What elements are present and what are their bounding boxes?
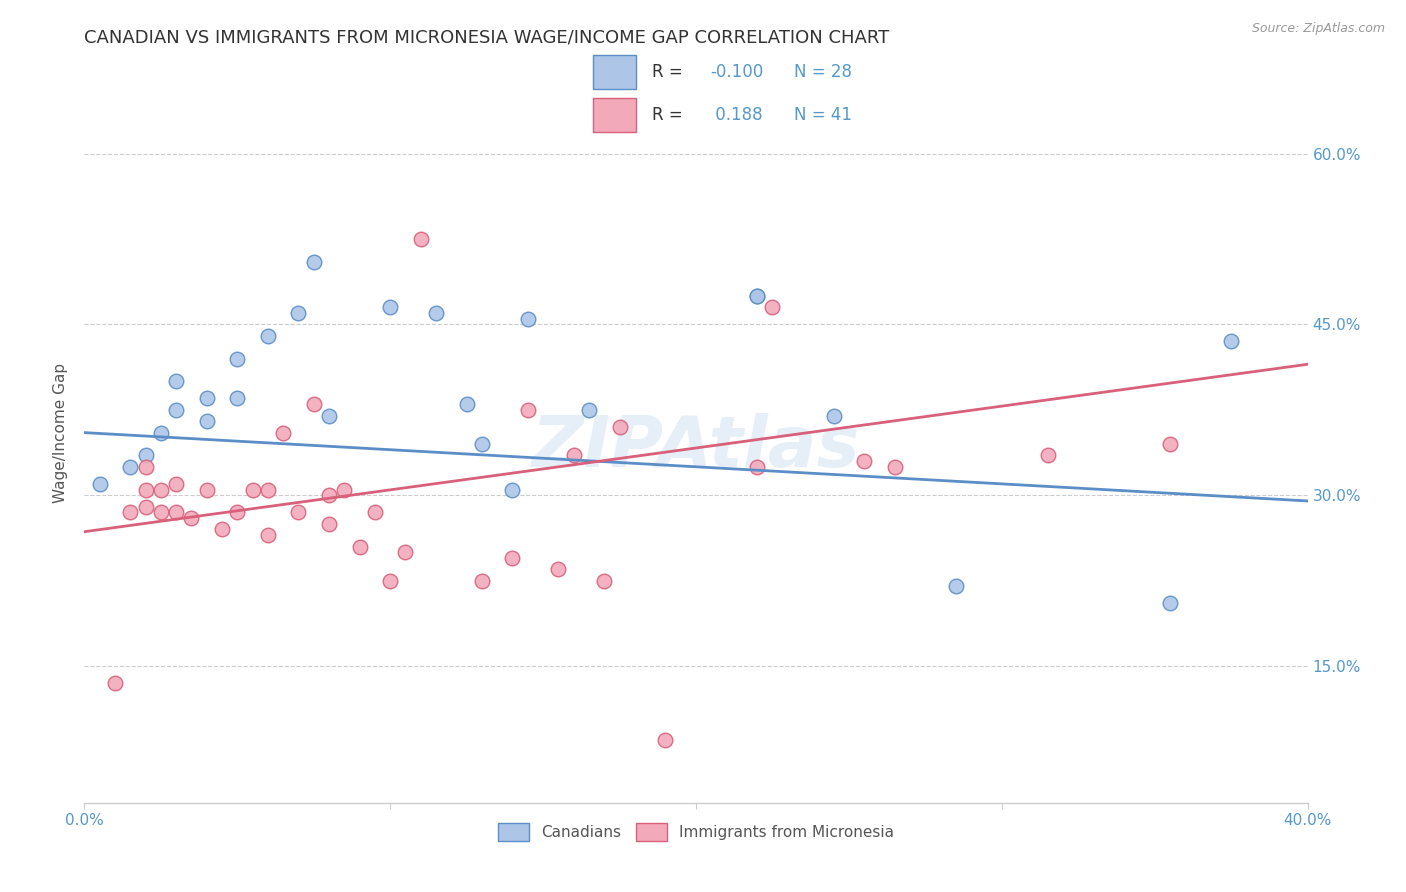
Point [1036,449,1059,463]
Point [195,392,218,406]
Point [425,306,447,320]
Point [593,574,616,588]
Point [226,392,249,406]
Point [271,425,294,440]
Legend: Canadians, Immigrants from Micronesia: Canadians, Immigrants from Micronesia [492,817,900,847]
Point [609,420,631,434]
Text: R =: R = [651,63,682,81]
Point [409,232,432,246]
Point [257,528,280,542]
Text: Source: ZipAtlas.com: Source: ZipAtlas.com [1251,22,1385,36]
Text: ZIPAtlas: ZIPAtlas [531,413,860,482]
Point [180,511,202,525]
Point [287,306,309,320]
Point [471,574,494,588]
Point [195,414,218,428]
Point [502,550,524,565]
Point [135,459,157,474]
Point [747,289,769,303]
Text: CANADIAN VS IMMIGRANTS FROM MICRONESIA WAGE/INCOME GAP CORRELATION CHART: CANADIAN VS IMMIGRANTS FROM MICRONESIA W… [84,29,890,47]
Text: 0.188: 0.188 [710,106,763,124]
Point [89,476,111,491]
Point [883,459,905,474]
Point [135,500,157,514]
FancyBboxPatch shape [593,55,636,89]
Point [761,301,783,315]
Point [333,483,356,497]
Point [165,505,187,519]
Point [516,311,538,326]
Point [547,562,569,576]
Point [318,516,340,531]
FancyBboxPatch shape [593,98,636,132]
Point [747,459,769,474]
Point [364,505,387,519]
Point [380,301,402,315]
Point [211,523,233,537]
Point [257,483,280,497]
Point [654,733,676,747]
Point [104,676,127,690]
Y-axis label: Wage/Income Gap: Wage/Income Gap [53,362,69,503]
Point [502,483,524,497]
Point [120,505,142,519]
Point [226,351,249,366]
Point [165,476,187,491]
Point [1159,437,1181,451]
Point [349,540,371,554]
Point [120,459,142,474]
Point [853,454,876,468]
Point [609,106,631,120]
Point [1220,334,1243,349]
Point [149,505,172,519]
Point [165,375,187,389]
Point [149,425,172,440]
Point [747,289,769,303]
Point [394,545,416,559]
Text: N = 28: N = 28 [794,63,852,81]
Point [562,449,585,463]
Point [516,402,538,417]
Point [1159,597,1181,611]
Text: -0.100: -0.100 [710,63,763,81]
Point [195,483,218,497]
Point [226,505,249,519]
Point [135,483,157,497]
Point [135,449,157,463]
Point [302,254,325,268]
Point [165,402,187,417]
Point [823,409,845,423]
Point [456,397,478,411]
Point [242,483,264,497]
Point [471,437,494,451]
Point [578,402,600,417]
Point [149,483,172,497]
Text: R =: R = [651,106,682,124]
Point [945,579,967,593]
Point [380,574,402,588]
Point [318,488,340,502]
Point [257,328,280,343]
Point [302,397,325,411]
Point [287,505,309,519]
Text: N = 41: N = 41 [794,106,852,124]
Point [318,409,340,423]
